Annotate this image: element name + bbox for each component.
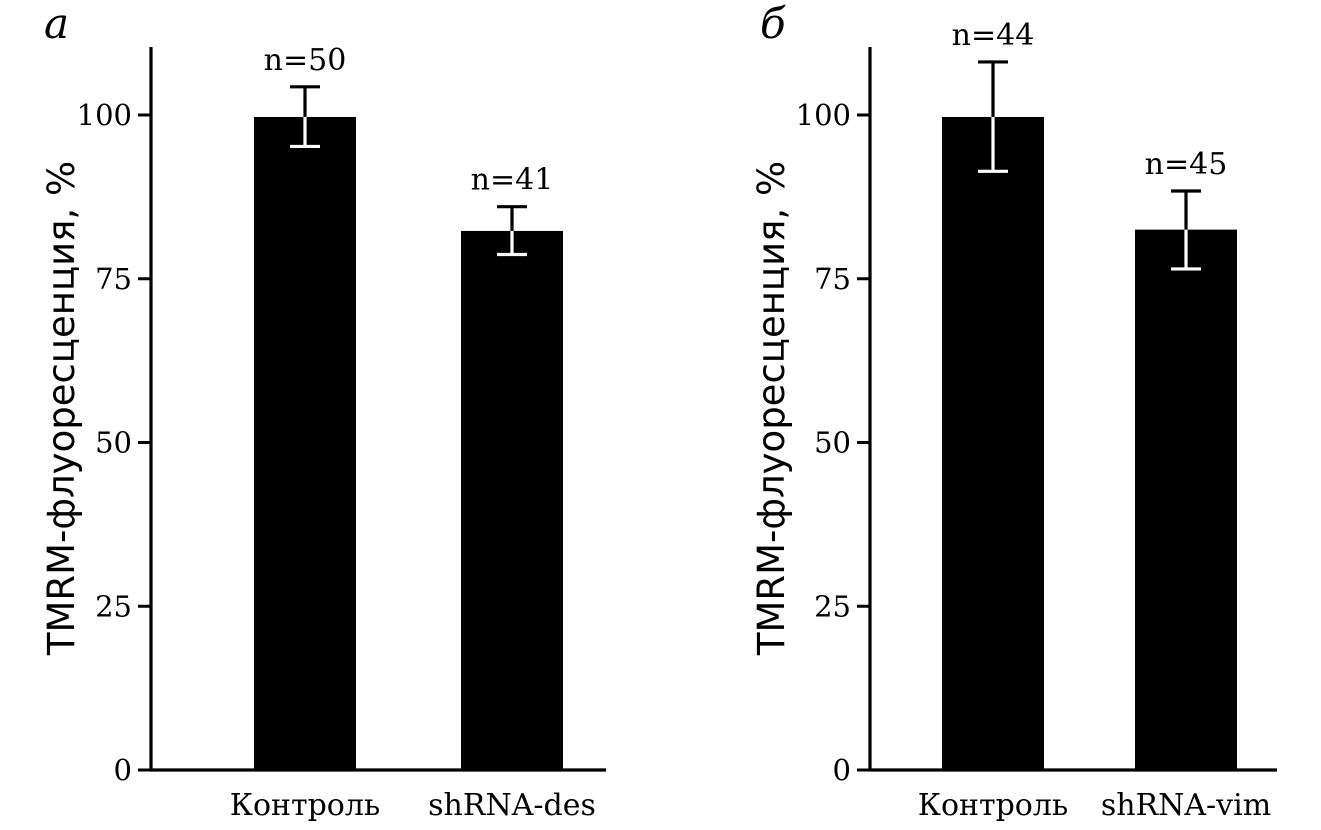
bar xyxy=(254,116,356,771)
y-tick-label: 75 xyxy=(814,262,851,296)
chart-panel-b: б TMRM-флуоресценция, % 0 25 50 75 100 n=44 Конт… xyxy=(750,0,1277,823)
y-axis-label: TMRM-флуоресценция, % xyxy=(750,161,793,656)
panel-letter: б xyxy=(760,0,786,48)
bar xyxy=(461,230,563,770)
y-tick-label: 50 xyxy=(814,426,851,460)
y-tick-label: 100 xyxy=(77,98,132,132)
x-category-label: Контроль xyxy=(918,788,1069,823)
n-label: n=50 xyxy=(264,43,347,78)
x-category-label: Контроль xyxy=(230,788,381,823)
panel-letter: a xyxy=(44,0,69,48)
y-tick-label: 25 xyxy=(814,589,851,623)
n-label: n=41 xyxy=(471,163,554,198)
y-tick-label: 25 xyxy=(95,589,132,623)
y-tick-label: 100 xyxy=(796,98,851,132)
n-label: n=44 xyxy=(952,18,1035,53)
x-category-label: shRNA-des xyxy=(428,788,596,823)
y-tick-label: 0 xyxy=(833,753,851,787)
y-tick-label: 0 xyxy=(114,753,132,787)
chart-panel-a: a TMRM-флуоресценция, % 0 25 50 75 100 n=50 Конт… xyxy=(40,0,606,823)
n-label: n=45 xyxy=(1145,147,1228,182)
bar xyxy=(1135,229,1237,770)
x-category-label: shRNA-vim xyxy=(1101,788,1271,823)
bar xyxy=(942,116,1044,771)
y-tick-label: 50 xyxy=(95,426,132,460)
y-axis-label: TMRM-флуоресценция, % xyxy=(40,161,83,656)
y-tick-label: 75 xyxy=(95,262,132,296)
